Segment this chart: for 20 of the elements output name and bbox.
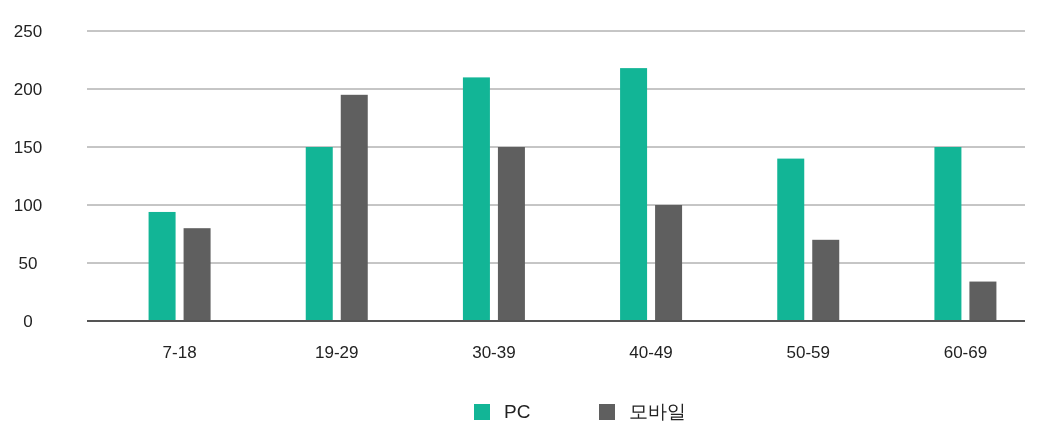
bar	[305, 147, 333, 321]
bar	[620, 68, 648, 321]
x-tick-label: 30-39	[472, 343, 516, 362]
x-tick-label: 19-29	[315, 343, 359, 362]
x-tick-label: 60-69	[943, 343, 988, 362]
x-tick-label: 40-49	[629, 343, 673, 362]
y-tick-label: 100	[13, 196, 43, 215]
legend-label: 모바일	[629, 401, 686, 422]
x-tick-label: 50-59	[786, 343, 830, 362]
bar	[934, 147, 962, 321]
y-tick-label: 250	[13, 22, 43, 41]
y-tick-label: 0	[23, 312, 33, 331]
x-tick-label: 7-18	[162, 343, 197, 362]
y-tick-label: 200	[13, 80, 43, 99]
bar	[148, 211, 176, 321]
legend-label: PC	[504, 401, 531, 422]
bar	[777, 158, 805, 321]
y-tick-label: 150	[13, 138, 43, 157]
y-tick-label: 50	[18, 254, 38, 273]
bar	[462, 77, 490, 321]
